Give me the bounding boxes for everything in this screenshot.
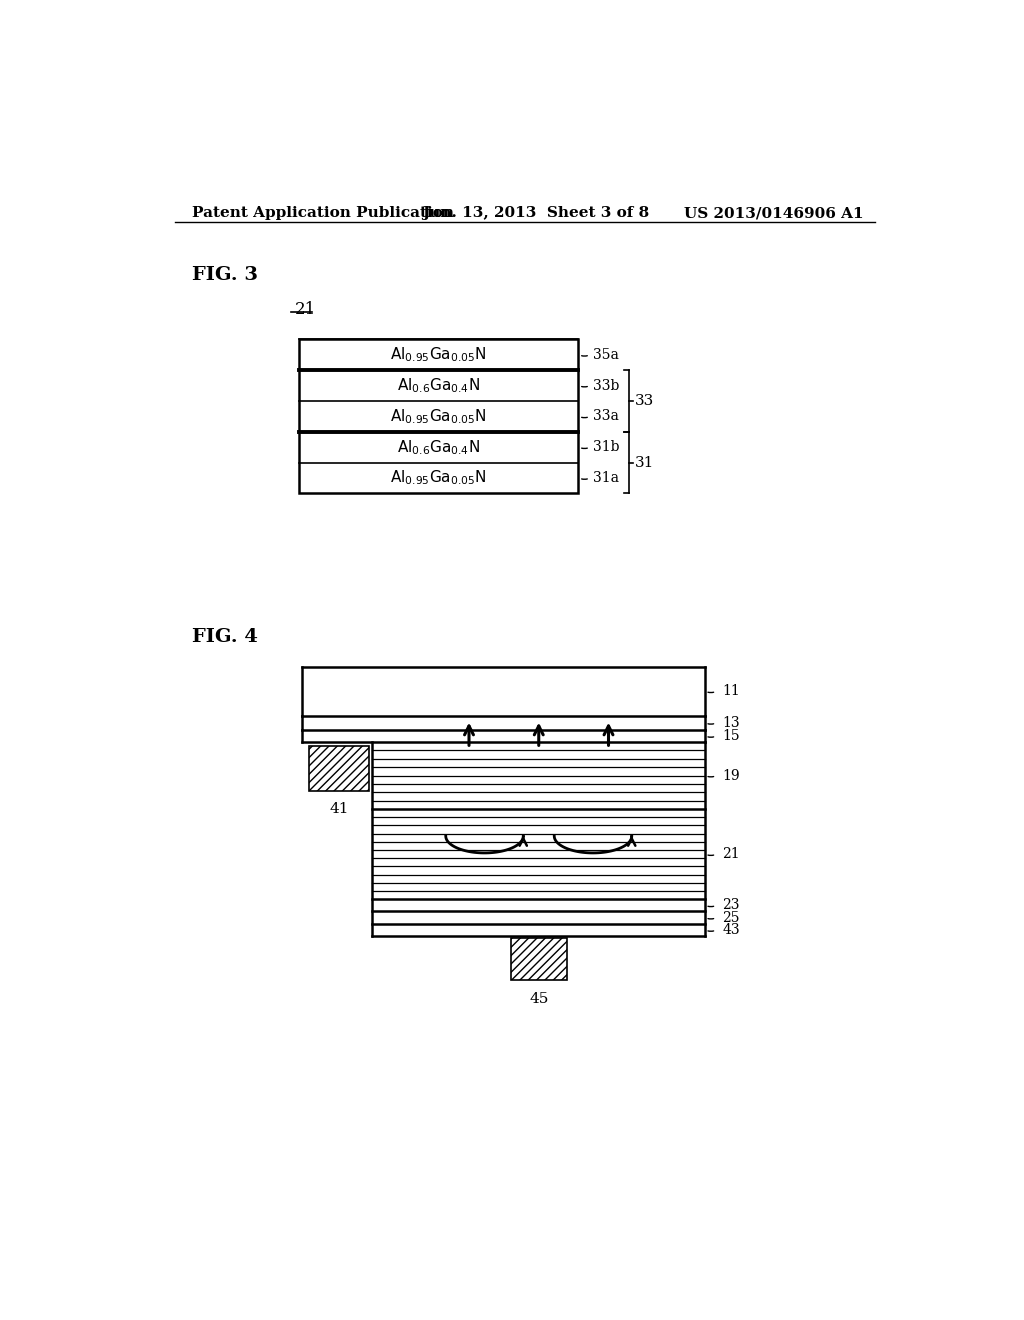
Text: 21: 21: [295, 301, 315, 318]
Bar: [308, 746, 369, 791]
Text: 13: 13: [722, 715, 740, 730]
Text: 23: 23: [722, 899, 740, 912]
Text: 43: 43: [722, 923, 740, 937]
Text: $\mathrm{Al}_{0.6}\mathrm{Ga}_{0.4}\mathrm{N}$: $\mathrm{Al}_{0.6}\mathrm{Ga}_{0.4}\math…: [396, 438, 479, 457]
Text: 35a: 35a: [593, 347, 618, 362]
Text: 21: 21: [722, 847, 740, 861]
Text: 33a: 33a: [593, 409, 618, 424]
Text: $\mathrm{Al}_{0.95}\mathrm{Ga}_{0.05}\mathrm{N}$: $\mathrm{Al}_{0.95}\mathrm{Ga}_{0.05}\ma…: [390, 346, 486, 364]
Bar: [299, 339, 578, 494]
Text: 19: 19: [722, 768, 740, 783]
Text: 15: 15: [722, 729, 740, 743]
Text: FIG. 3: FIG. 3: [191, 267, 258, 284]
Text: 31b: 31b: [593, 440, 620, 454]
Text: 31a: 31a: [593, 471, 618, 484]
Text: $\mathrm{Al}_{0.95}\mathrm{Ga}_{0.05}\mathrm{N}$: $\mathrm{Al}_{0.95}\mathrm{Ga}_{0.05}\ma…: [390, 407, 486, 426]
Text: 41: 41: [329, 803, 348, 816]
Text: 31: 31: [635, 455, 654, 470]
Text: 33: 33: [635, 393, 654, 408]
Text: 25: 25: [722, 911, 740, 924]
Text: 33b: 33b: [593, 379, 620, 392]
Text: 11: 11: [722, 684, 740, 698]
Text: $\mathrm{Al}_{0.6}\mathrm{Ga}_{0.4}\mathrm{N}$: $\mathrm{Al}_{0.6}\mathrm{Ga}_{0.4}\math…: [396, 376, 479, 395]
Text: Jun. 13, 2013  Sheet 3 of 8: Jun. 13, 2013 Sheet 3 of 8: [423, 206, 650, 220]
Bar: [511, 937, 566, 979]
Text: $\mathrm{Al}_{0.95}\mathrm{Ga}_{0.05}\mathrm{N}$: $\mathrm{Al}_{0.95}\mathrm{Ga}_{0.05}\ma…: [390, 469, 486, 487]
Text: Patent Application Publication: Patent Application Publication: [191, 206, 454, 220]
Text: 45: 45: [529, 991, 549, 1006]
Text: FIG. 4: FIG. 4: [191, 628, 257, 645]
Text: US 2013/0146906 A1: US 2013/0146906 A1: [684, 206, 864, 220]
